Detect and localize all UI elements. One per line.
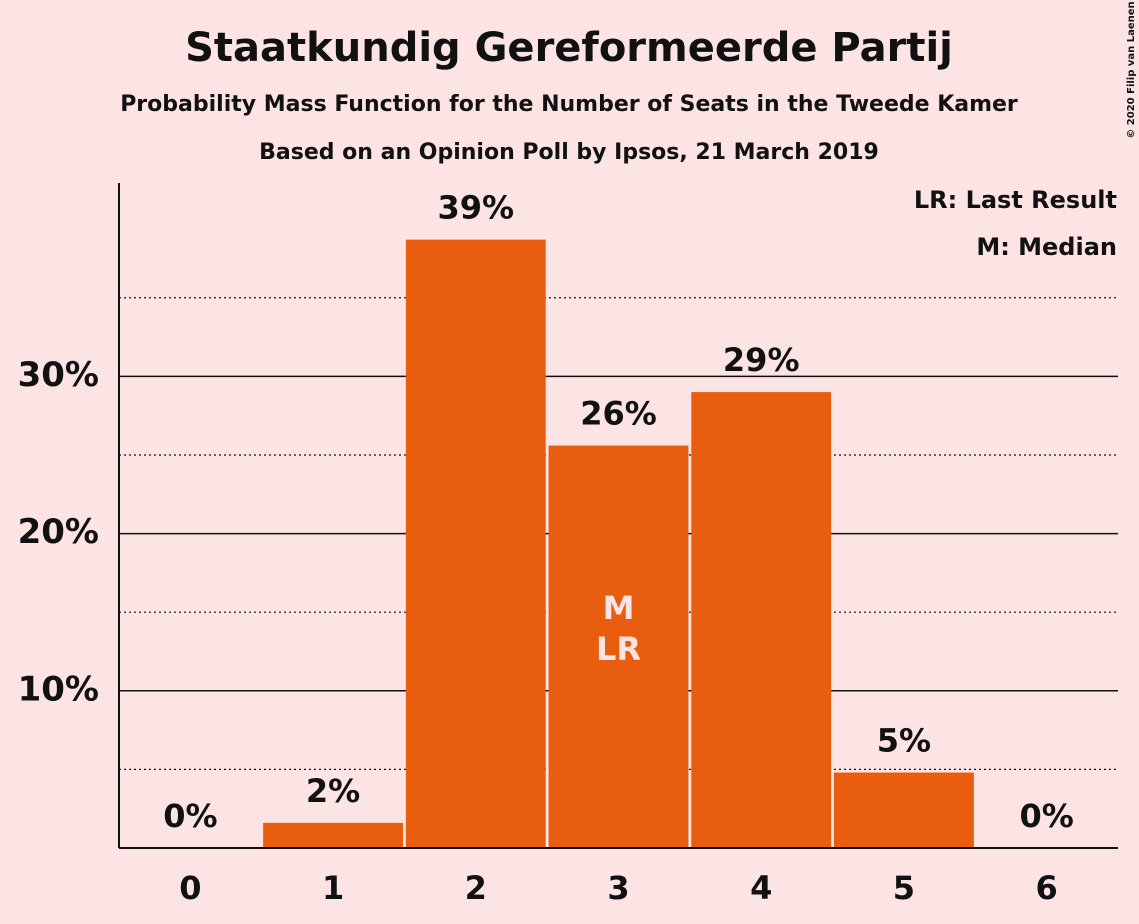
bar [405, 239, 546, 848]
x-tick-label: 5 [893, 869, 915, 907]
x-tick-label: 4 [750, 869, 772, 907]
bar [548, 445, 689, 848]
value-label: 26% [580, 395, 657, 433]
value-label: 29% [723, 341, 800, 379]
x-tick-label: 0 [179, 869, 201, 907]
chart-subtitle: Probability Mass Function for the Number… [120, 92, 1018, 117]
value-label: 5% [877, 722, 931, 760]
x-tick-label: 2 [465, 869, 487, 907]
bar [691, 392, 832, 848]
last-result-marker: LR [596, 630, 641, 668]
legend-entry: M: Median [976, 233, 1117, 261]
value-label: 39% [437, 189, 514, 227]
value-label: 0% [1019, 797, 1073, 835]
x-tick-label: 6 [1036, 869, 1058, 907]
y-tick-label: 20% [18, 512, 99, 552]
chart-title: Staatkundig Gereformeerde Partij [185, 25, 953, 71]
copyright: © 2020 Filip van Laenen [1126, 1, 1137, 138]
y-tick-label: 30% [18, 355, 99, 395]
x-tick-label: 3 [607, 869, 629, 907]
value-label: 2% [306, 772, 360, 810]
chart-subtitle: Based on an Opinion Poll by Ipsos, 21 Ma… [259, 140, 879, 165]
bar [263, 822, 404, 848]
legend-entry: LR: Last Result [914, 186, 1117, 214]
bar [833, 772, 974, 848]
x-tick-label: 1 [322, 869, 344, 907]
value-label: 0% [163, 797, 217, 835]
y-tick-label: 10% [18, 669, 99, 709]
median-marker: M [603, 589, 635, 627]
